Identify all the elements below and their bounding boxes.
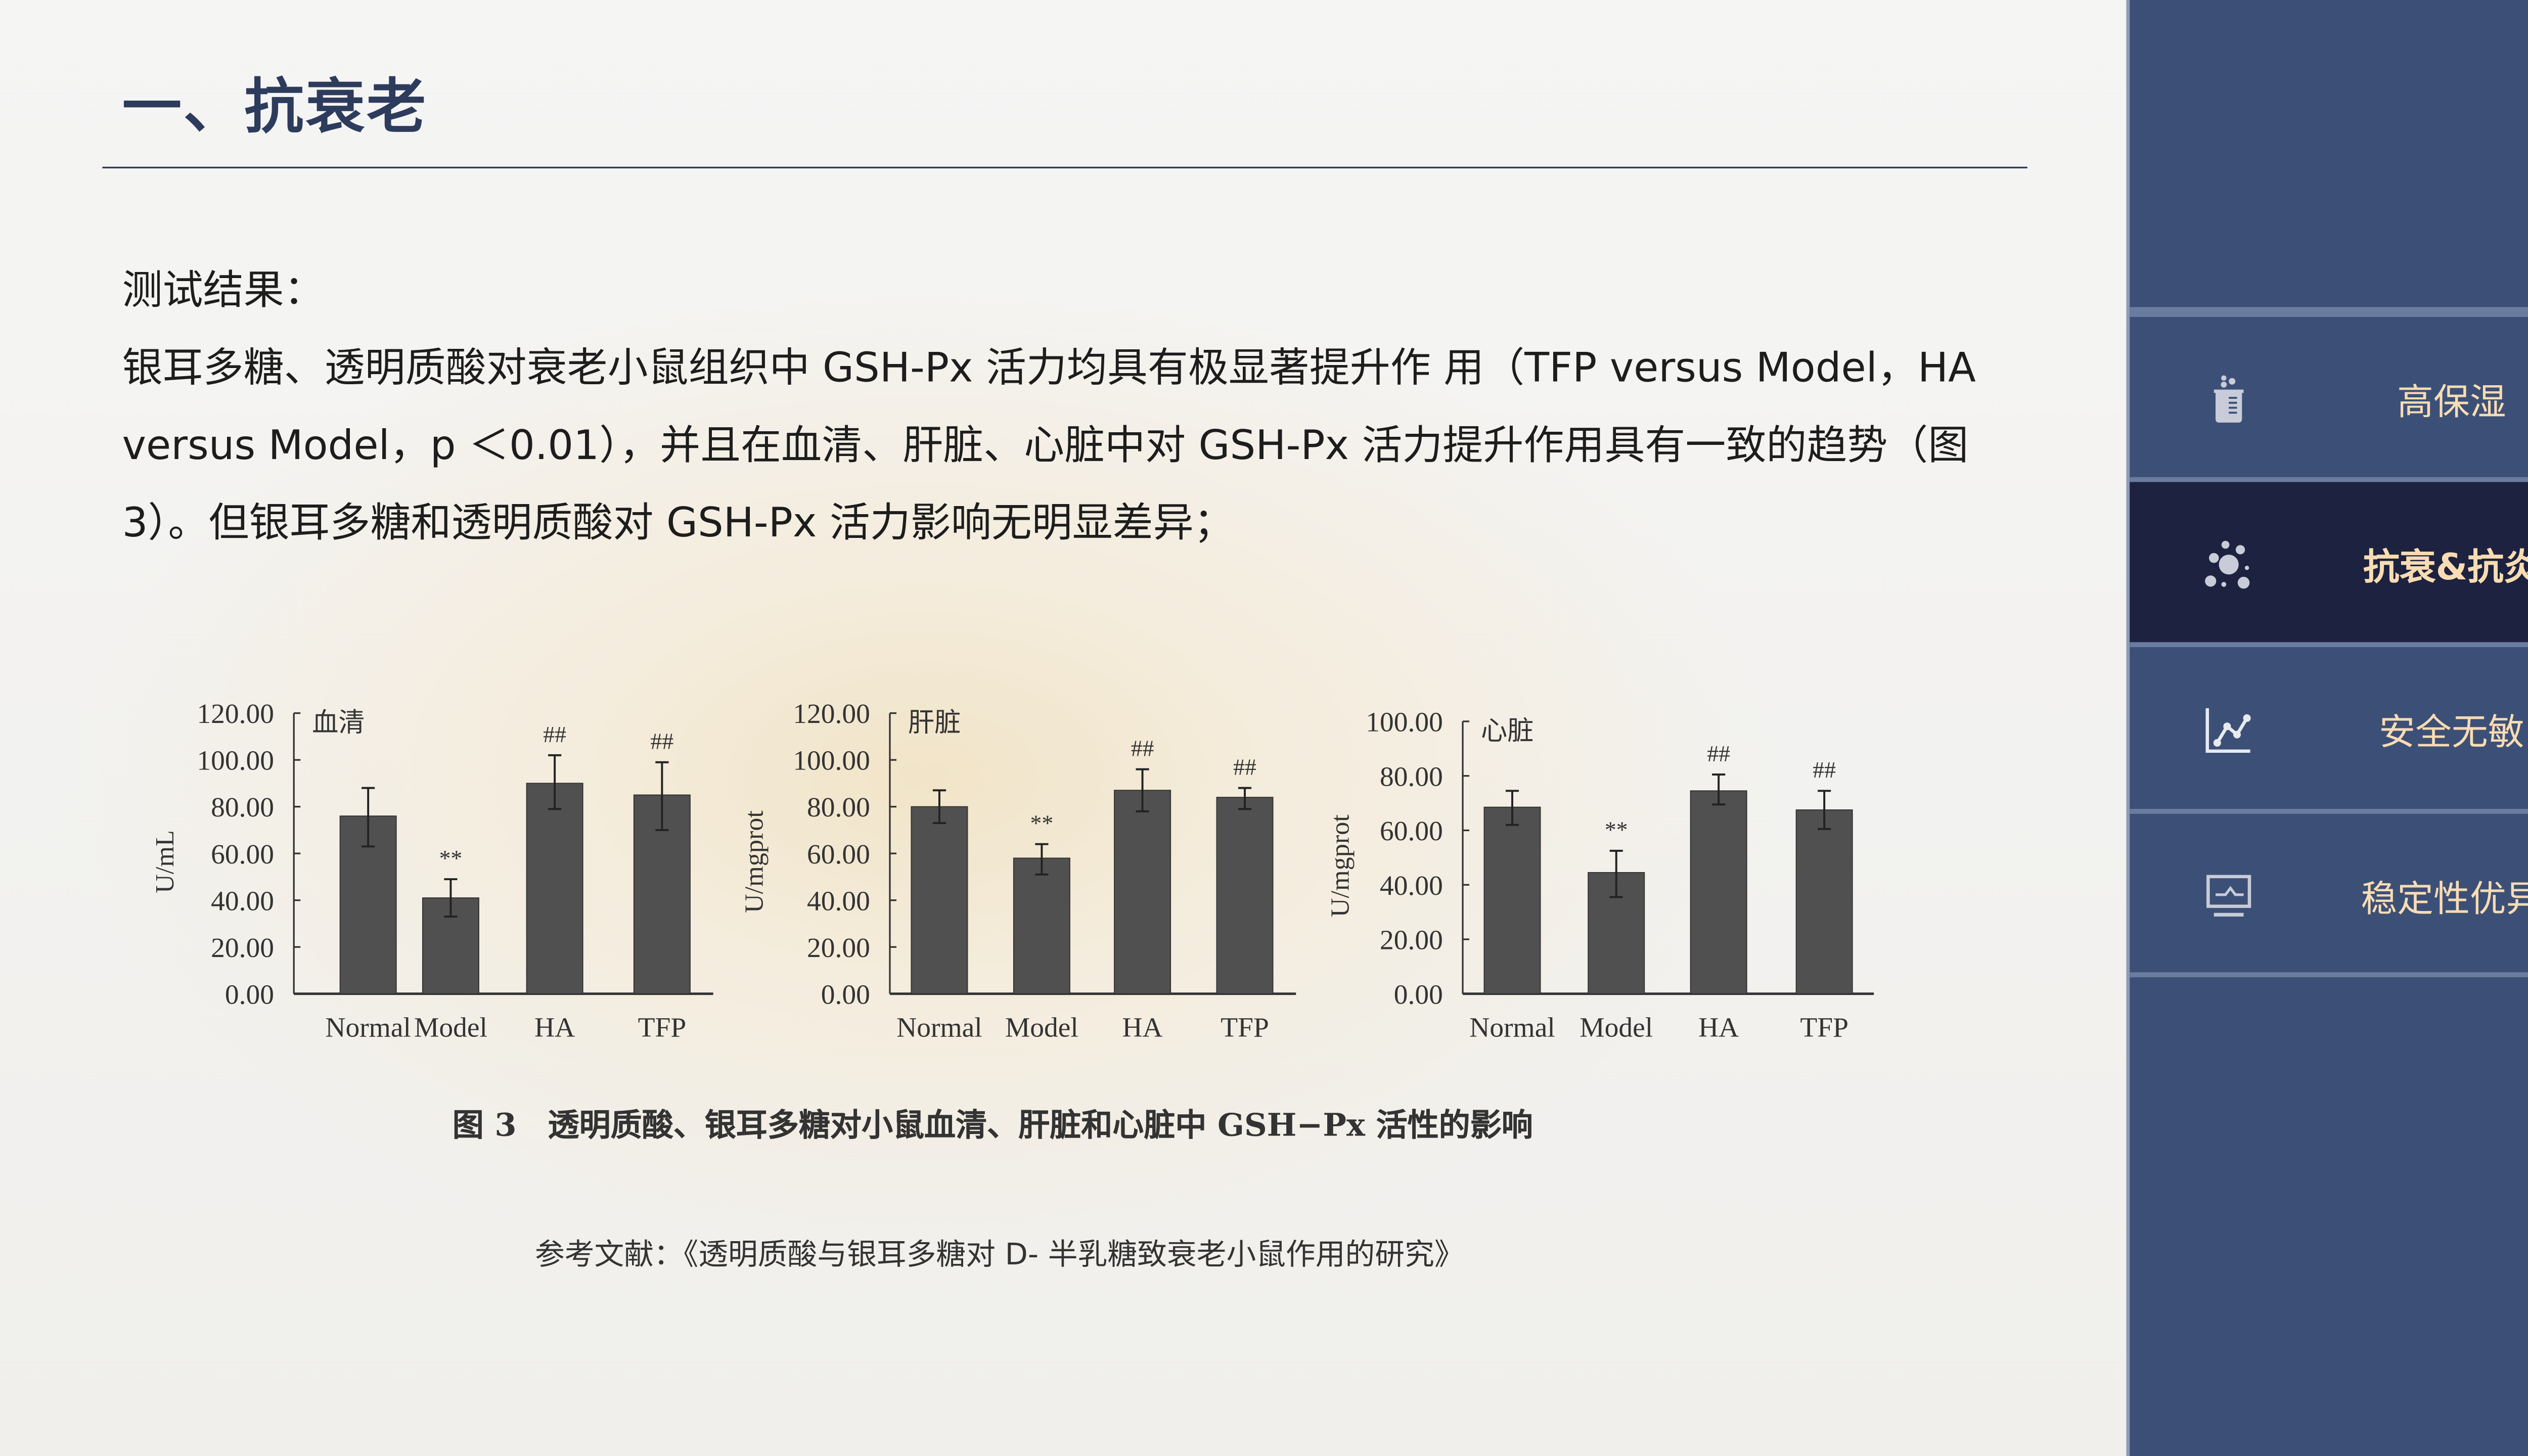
y-axis-label: U/mgprot — [740, 810, 769, 913]
bar — [1013, 857, 1070, 994]
y-tick-label: 100.00 — [793, 746, 870, 777]
significance-label: ## — [1233, 754, 1256, 780]
x-tick-label: Model — [1005, 1013, 1078, 1043]
y-tick-label: 0.00 — [225, 979, 274, 1010]
sidebar-item-label: 安全无敏 — [2379, 712, 2524, 754]
significance-label: ## — [651, 729, 674, 754]
significance-label: ** — [439, 845, 463, 871]
monitor-icon — [2130, 873, 2328, 919]
sidebar-item-stability[interactable]: 稳定性优异 — [2130, 808, 2528, 977]
sidebar-divider — [2130, 307, 2528, 312]
x-tick-label: Model — [414, 1013, 487, 1043]
y-tick-label: 40.00 — [1380, 871, 1443, 901]
bar — [1795, 809, 1853, 994]
figure-caption: 图 3 透明质酸、银耳多糖对小鼠血清、肝脏和心脏中 GSH−Px 活性的影响 — [452, 1108, 1533, 1144]
bar — [1690, 790, 1747, 994]
title-divider — [102, 166, 2027, 169]
bar — [1216, 797, 1274, 994]
chart-title: 血清 — [312, 708, 365, 738]
reference-text: 参考文献：《透明质酸与银耳多糖对 D- 半乳糖致衰老小鼠作用的研究》 — [534, 1238, 1464, 1273]
y-tick-label: 0.00 — [821, 979, 870, 1010]
y-axis-label: U/mgprot — [1326, 814, 1355, 918]
significance-label: ## — [543, 721, 566, 747]
results-text: 测试结果： 银耳多糖、透明质酸对衰老小鼠组织中 GSH-Px 活力均具有极显著提… — [122, 251, 2038, 561]
bar — [1114, 790, 1171, 994]
y-tick-label: 80.00 — [211, 792, 274, 823]
y-tick-label: 120.00 — [197, 699, 274, 730]
x-tick-label: Normal — [896, 1013, 982, 1043]
x-tick-label: TFP — [1221, 1013, 1269, 1043]
bar — [1483, 806, 1541, 994]
significance-label: ** — [1605, 817, 1628, 843]
y-tick-label: 80.00 — [807, 792, 870, 823]
x-tick-label: TFP — [638, 1013, 687, 1043]
sidebar-item-label: 稳定性优异 — [2361, 879, 2528, 921]
significance-label: ## — [1707, 741, 1730, 766]
page-title: 一、抗衰老 — [122, 74, 428, 142]
line-chart-icon — [2130, 706, 2328, 752]
sidebar-item-label: 抗衰&抗炎 — [2363, 547, 2528, 589]
significance-label: ** — [1030, 810, 1054, 836]
y-tick-label: 20.00 — [807, 933, 870, 964]
y-tick-label: 80.00 — [1380, 761, 1443, 792]
y-tick-label: 20.00 — [1380, 925, 1443, 956]
x-tick-label: Model — [1579, 1013, 1653, 1043]
gsh-px-charts: 0.00 20.00 40.00 60.00 80.00 100.00 120.00 血清 U/… — [150, 699, 1874, 1043]
x-tick-label: TFP — [1800, 1013, 1848, 1043]
sidebar-item-moisturizing[interactable]: 高保湿 — [2130, 312, 2528, 480]
sidebar-item-label: 高保湿 — [2397, 382, 2506, 424]
sidebar-item-anti-aging[interactable]: 抗衰&抗炎 — [2130, 477, 2528, 646]
x-tick-label: Normal — [325, 1013, 411, 1043]
y-axis-label: U/mL — [150, 830, 179, 893]
y-tick-label: 60.00 — [807, 839, 870, 870]
beaker-icon — [2130, 372, 2328, 425]
y-tick-label: 40.00 — [807, 886, 870, 917]
y-tick-label: 120.00 — [793, 699, 870, 730]
x-tick-label: HA — [1698, 1013, 1739, 1043]
x-tick-label: HA — [1122, 1013, 1163, 1043]
results-heading: 测试结果： — [122, 265, 325, 314]
sidebar-item-safe[interactable]: 安全无敏 — [2130, 642, 2528, 810]
chart-title: 肝脏 — [908, 708, 961, 738]
y-tick-label: 20.00 — [211, 933, 274, 964]
y-tick-label: 0.00 — [1394, 979, 1443, 1010]
results-paragraph: 银耳多糖、透明质酸对衰老小鼠组织中 GSH-Px 活力均具有极显著提升作 用（T… — [122, 343, 1976, 547]
significance-label: ## — [1813, 757, 1836, 783]
x-tick-label: Normal — [1469, 1013, 1555, 1043]
bubbles-icon — [2130, 537, 2328, 590]
sidebar: 高保湿 抗衰&抗炎 安全无敏 稳定性优异 — [2126, 0, 2528, 1456]
y-tick-label: 60.00 — [1380, 816, 1443, 847]
chart-title: 心脏 — [1481, 716, 1533, 746]
y-tick-label: 40.00 — [211, 886, 274, 917]
bar — [526, 783, 583, 994]
y-tick-label: 60.00 — [211, 839, 274, 870]
sidebar-divider — [2130, 972, 2528, 978]
y-tick-label: 100.00 — [197, 746, 274, 777]
x-tick-label: HA — [534, 1013, 575, 1043]
y-tick-label: 100.00 — [1366, 707, 1443, 738]
significance-label: ## — [1131, 736, 1154, 761]
bar — [911, 806, 968, 994]
